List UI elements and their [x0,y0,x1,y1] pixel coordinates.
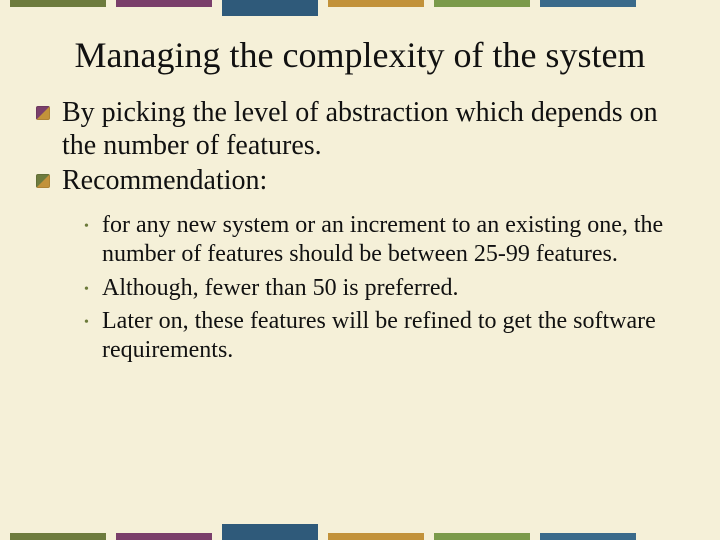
decor-segment [328,0,424,7]
decor-segment [540,533,636,540]
decor-segment [10,533,106,540]
slide-content: By picking the level of abstraction whic… [36,96,684,369]
level2-text: Although, fewer than 50 is preferred. [102,274,459,303]
square-bullet-icon [36,174,50,188]
square-bullet-icon [36,106,50,120]
decor-segment [540,0,636,7]
top-decor-bar [0,0,720,18]
dot-bullet-icon: • [84,283,92,297]
level1-list: By picking the level of abstraction whic… [36,96,684,197]
decor-segment [116,0,212,7]
level2-text: Later on, these features will be refined… [102,307,684,366]
level1-item: By picking the level of abstraction whic… [36,96,684,162]
decor-segment [116,533,212,540]
decor-segment [434,0,530,7]
level2-item: • for any new system or an increment to a… [84,211,684,270]
bottom-decor-bar [0,522,720,540]
level2-list: • for any new system or an increment to a… [84,211,684,365]
slide-title: Managing the complexity of the system [0,34,720,76]
level1-item: Recommendation: [36,164,684,197]
decor-segment [222,524,318,540]
level1-text: By picking the level of abstraction whic… [62,96,684,162]
level2-item: • Later on, these features will be refine… [84,307,684,366]
level1-text: Recommendation: [62,164,267,197]
level2-item: • Although, fewer than 50 is preferred. [84,274,684,303]
decor-segment [10,0,106,7]
decor-segment [328,533,424,540]
level2-text: for any new system or an increment to an… [102,211,684,270]
decor-segment [434,533,530,540]
decor-segment [222,0,318,16]
dot-bullet-icon: • [84,316,92,330]
dot-bullet-icon: • [84,220,92,234]
